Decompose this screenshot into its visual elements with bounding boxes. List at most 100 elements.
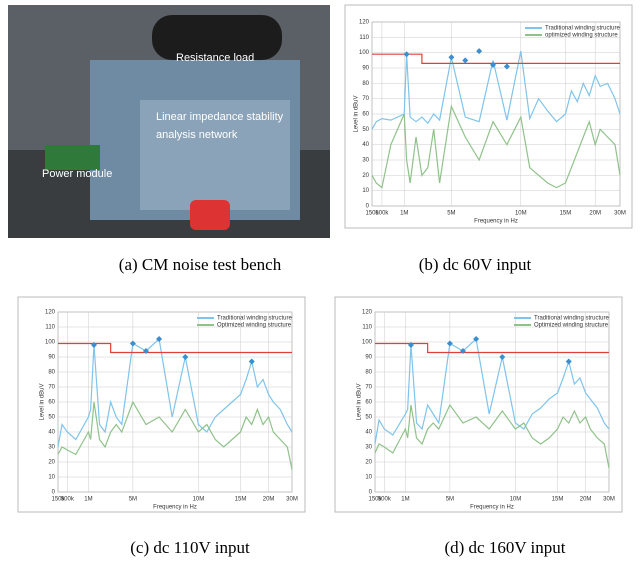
peak-marker xyxy=(407,342,414,348)
y-tick-label: 20 xyxy=(48,460,55,466)
plug xyxy=(190,200,230,230)
peak-marker xyxy=(446,340,453,347)
spectrum-line xyxy=(374,337,610,445)
x-tick-label: 30M xyxy=(603,497,615,503)
x-axis-label: Frequency in Hz xyxy=(474,219,518,225)
x-tick-label: 30M xyxy=(614,211,626,217)
photo-label: Resistance load xyxy=(176,52,254,64)
x-axis-label: Frequency in Hz xyxy=(470,505,514,511)
x-tick-label: 500k xyxy=(61,497,75,503)
x-tick-label: 5M xyxy=(129,497,137,503)
legend-label: Traditional winding structure xyxy=(534,316,609,322)
photo: Resistance load Linear impedance stabili… xyxy=(8,5,330,238)
peak-marker xyxy=(499,354,506,360)
peak-marker xyxy=(248,358,255,365)
y-tick-label: 20 xyxy=(365,460,372,466)
x-tick-label: 1M xyxy=(401,497,409,503)
y-axis-label: Level in dBuV xyxy=(354,95,360,132)
photo-label: Linear impedance stability xyxy=(156,111,284,123)
y-tick-label: 0 xyxy=(366,204,370,210)
x-tick-label: 20M xyxy=(589,211,601,217)
limit-line xyxy=(372,53,620,65)
x-axis-label: Frequency in Hz xyxy=(153,505,197,511)
y-tick-label: 110 xyxy=(45,325,55,331)
x-tick-label: 15M xyxy=(560,211,572,217)
y-tick-label: 40 xyxy=(362,142,369,148)
y-tick-label: 20 xyxy=(362,173,369,179)
y-tick-label: 50 xyxy=(48,415,55,421)
y-tick-label: 0 xyxy=(52,490,56,496)
y-tick-label: 10 xyxy=(365,475,372,481)
y-tick-label: 70 xyxy=(365,385,372,391)
resistor xyxy=(152,15,282,60)
peak-marker xyxy=(565,358,572,365)
power-module xyxy=(45,145,100,170)
caption: (c) dc 110V input xyxy=(130,538,250,557)
y-tick-label: 110 xyxy=(359,35,369,41)
x-tick-label: 10M xyxy=(510,497,522,503)
x-tick-label: 10M xyxy=(193,497,205,503)
y-tick-label: 90 xyxy=(48,355,55,361)
limit-line xyxy=(375,342,609,354)
caption: (b) dc 60V input xyxy=(419,255,532,274)
x-tick-label: 30M xyxy=(286,497,298,503)
y-tick-label: 120 xyxy=(45,310,56,316)
y-tick-label: 110 xyxy=(362,325,372,331)
y-tick-label: 10 xyxy=(48,475,55,481)
y-tick-label: 30 xyxy=(365,445,372,451)
peak-marker xyxy=(129,340,136,347)
peak-marker xyxy=(473,336,480,342)
spectrum-line xyxy=(57,337,293,448)
y-tick-label: 90 xyxy=(365,355,372,361)
x-tick-label: 150k xyxy=(368,497,382,503)
y-tick-label: 120 xyxy=(362,310,373,316)
peak-marker xyxy=(476,48,483,55)
x-tick-label: 20M xyxy=(263,497,275,503)
x-tick-label: 10M xyxy=(515,211,527,217)
y-tick-label: 30 xyxy=(48,445,55,451)
peak-marker xyxy=(462,57,469,64)
y-tick-label: 100 xyxy=(45,340,56,346)
y-tick-label: 40 xyxy=(48,430,55,436)
y-axis-label: Level in dBuV xyxy=(357,383,363,420)
y-tick-label: 100 xyxy=(359,50,370,56)
y-tick-label: 70 xyxy=(362,96,369,102)
peak-marker xyxy=(182,354,189,360)
x-tick-label: 15M xyxy=(552,497,564,503)
y-tick-label: 0 xyxy=(369,490,373,496)
lisn-panel xyxy=(140,100,290,210)
x-tick-label: 150k xyxy=(365,211,379,217)
spectrum-line xyxy=(57,400,293,470)
photo-label: Power module xyxy=(42,168,112,180)
y-tick-label: 80 xyxy=(365,370,372,376)
y-tick-label: 80 xyxy=(48,370,55,376)
peak-marker xyxy=(503,63,510,70)
y-axis-label: Level in dBuV xyxy=(40,383,46,420)
spectrum-line xyxy=(371,104,621,189)
x-tick-label: 1M xyxy=(84,497,92,503)
y-tick-label: 60 xyxy=(362,112,369,118)
x-tick-label: 15M xyxy=(235,497,247,503)
y-tick-label: 10 xyxy=(362,188,369,194)
x-tick-label: 150k xyxy=(51,497,65,503)
peak-marker xyxy=(490,61,497,68)
peak-marker xyxy=(403,51,410,58)
spectrum-line xyxy=(371,51,621,130)
y-tick-label: 80 xyxy=(362,81,369,87)
peak-marker xyxy=(448,54,455,61)
y-tick-label: 60 xyxy=(48,400,55,406)
limit-line xyxy=(58,342,292,354)
x-tick-label: 5M xyxy=(447,211,455,217)
caption: (d) dc 160V input xyxy=(444,538,565,557)
y-tick-label: 50 xyxy=(362,127,369,133)
x-tick-label: 5M xyxy=(446,497,454,503)
legend-label: Traditional winding structure xyxy=(545,26,620,32)
y-tick-label: 30 xyxy=(362,158,369,164)
y-tick-label: 90 xyxy=(362,66,369,72)
x-tick-label: 500k xyxy=(378,497,392,503)
y-tick-label: 120 xyxy=(359,20,370,26)
caption: (a) CM noise test bench xyxy=(119,255,282,274)
peak-marker xyxy=(142,348,149,354)
